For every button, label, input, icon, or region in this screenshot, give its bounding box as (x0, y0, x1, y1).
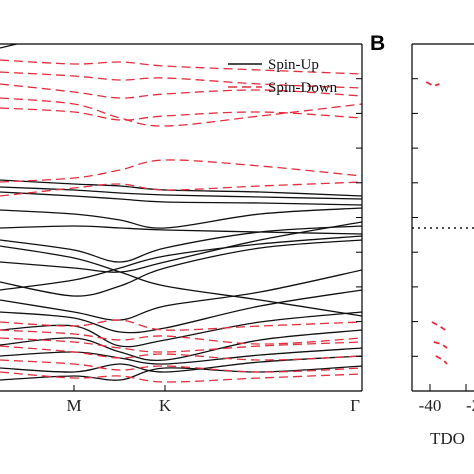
spin-up-band-11 (0, 311, 362, 348)
tdos-curve-1 (431, 321, 446, 331)
spin-down-band-2 (0, 83, 362, 99)
x-tick-label-minus-2: -2 (466, 396, 474, 415)
panel-a-plot-area (0, 44, 362, 383)
tdos-curve-0 (425, 81, 440, 87)
panel-a-axes (0, 43, 363, 392)
legend-label-spin-down: Spin-Down (268, 80, 338, 96)
panel-a: M K Γ Spin-Up Spin-Down (0, 43, 363, 415)
legend: Spin-Up Spin-Down (228, 57, 338, 96)
spin-up-band-12 (0, 329, 362, 362)
spin-up-band-16 (0, 245, 362, 317)
spin-up-band-17 (0, 235, 362, 291)
x-tick-label-M: M (66, 396, 81, 415)
panel-b-xlabel: TDO (430, 429, 465, 448)
x-tick-label-gamma: Γ (350, 396, 360, 415)
spin-down-band-4 (0, 107, 362, 121)
spin-up-band-6 (0, 225, 362, 263)
spin-down-band-12 (0, 371, 362, 383)
spin-up-band-2 (0, 186, 362, 200)
spin-up-band-13 (0, 347, 362, 365)
spin-up-band-3 (0, 191, 362, 206)
spin-down-band-8 (0, 329, 362, 345)
spin-down-band-1 (0, 71, 362, 89)
panel-label-b: B (370, 32, 385, 55)
spin-up-band-4 (0, 207, 362, 229)
tdos-curve-3 (435, 355, 448, 365)
spin-down-band-6 (0, 181, 362, 197)
x-tick-label-minus-40: -40 (419, 396, 442, 415)
spin-up-band-5 (0, 225, 362, 235)
spin-down-band-0 (0, 59, 362, 75)
spin-up-band-7 (0, 221, 362, 273)
spin-up-band-8 (0, 239, 362, 297)
spin-down-band-7 (0, 319, 362, 331)
spin-down-band-10 (0, 345, 362, 361)
spin-down-band-11 (0, 359, 362, 373)
panel-a-bands (0, 44, 362, 383)
tdos-curve-2 (433, 341, 448, 349)
panel-b: B -40 -2 TDO (370, 32, 474, 448)
spin-up-band-10 (0, 289, 362, 334)
spin-up-band-9 (0, 269, 362, 321)
spin-down-band-9 (0, 337, 362, 353)
spin-up-band-1 (0, 179, 362, 197)
x-tick-label-K: K (159, 396, 172, 415)
legend-label-spin-up: Spin-Up (268, 57, 319, 73)
panel-b-curves (425, 81, 448, 365)
